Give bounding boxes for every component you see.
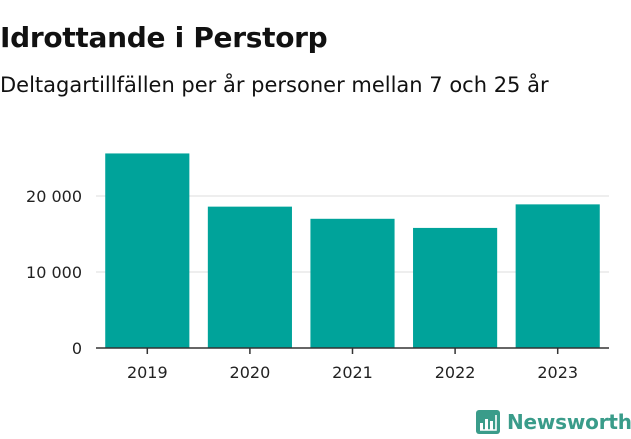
chart-title: Idrottande i Perstorp	[0, 20, 328, 54]
newsworthy-logo: Newsworthy	[476, 407, 631, 437]
y-tick-label: 20 000	[26, 187, 82, 206]
newsworthy-logo-icon	[476, 410, 500, 434]
chart-subtitle: Deltagartillfällen per år personer mella…	[0, 73, 549, 97]
y-tick-label: 0	[72, 339, 82, 358]
y-tick-label: 10 000	[26, 263, 82, 282]
bars	[105, 153, 600, 348]
x-tick-label: 2022	[435, 363, 476, 382]
bar	[515, 204, 600, 348]
bar	[105, 153, 190, 348]
bar	[207, 206, 292, 348]
x-tick-label: 2021	[332, 363, 373, 382]
x-tick-label: 2023	[537, 363, 578, 382]
brand-name: Newsworthy	[507, 410, 631, 434]
bar	[310, 218, 395, 348]
x-tick-label: 2019	[127, 363, 168, 382]
bar	[413, 227, 498, 348]
axes: 0 10 000 20 000 2019 2020 2021 2022 2023	[26, 187, 609, 382]
x-tick-label: 2020	[230, 363, 271, 382]
